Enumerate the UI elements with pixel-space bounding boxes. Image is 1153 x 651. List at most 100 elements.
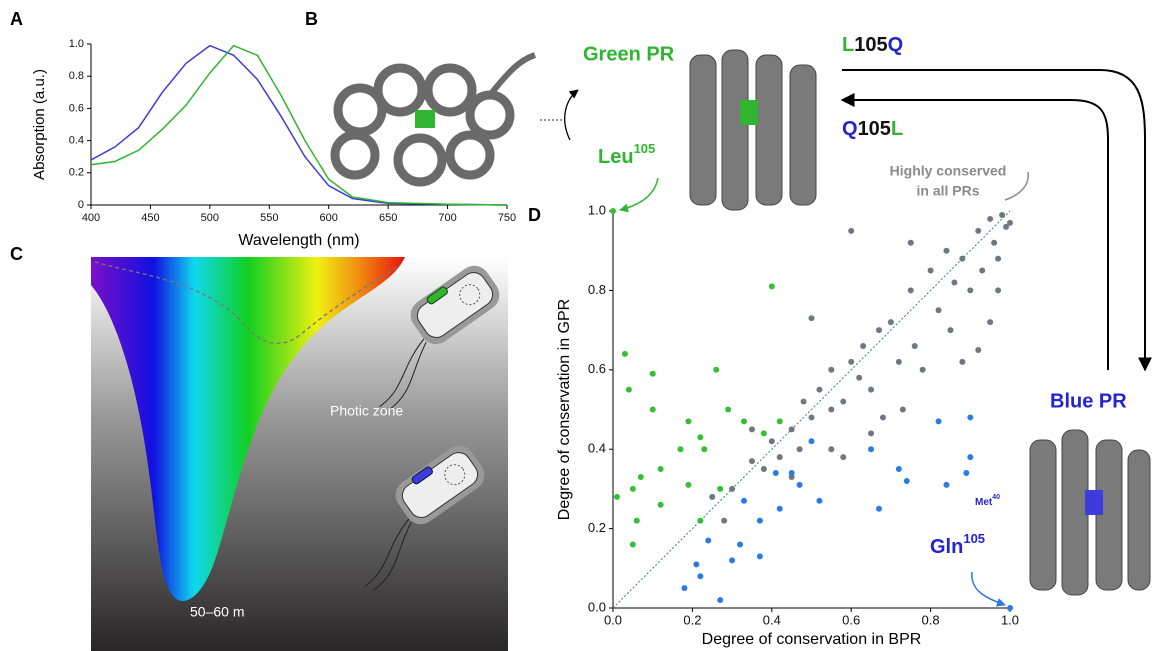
annotation: 50–60 m xyxy=(190,604,244,620)
point xyxy=(903,477,910,484)
position: 105 xyxy=(858,118,891,140)
point xyxy=(943,247,950,254)
y-axis-label: Degree of conservation in GPR xyxy=(556,299,573,520)
point xyxy=(975,227,982,234)
light-spectrum xyxy=(91,257,405,601)
residue: Leu xyxy=(598,146,634,168)
point xyxy=(840,398,847,405)
point xyxy=(967,454,974,461)
panel-label: A xyxy=(10,9,23,29)
point xyxy=(709,493,716,500)
point xyxy=(748,458,755,465)
y-tick-label: 0.0 xyxy=(588,599,606,614)
pointer xyxy=(619,177,659,213)
point xyxy=(768,438,775,445)
position: 105 xyxy=(854,34,887,56)
point xyxy=(907,287,914,294)
point xyxy=(756,517,763,524)
point xyxy=(693,561,700,568)
point xyxy=(995,255,1002,262)
point xyxy=(875,327,882,334)
point xyxy=(637,473,644,480)
point xyxy=(979,267,986,274)
point xyxy=(895,466,902,473)
mutation-label: L105Q xyxy=(842,34,903,56)
point xyxy=(987,319,994,326)
point xyxy=(760,430,767,437)
x-tick-label: 0.6 xyxy=(842,612,860,627)
y-tick-label: 1.0 xyxy=(588,202,606,217)
point xyxy=(935,307,942,314)
point xyxy=(705,537,712,544)
x-axis-label: Wavelength (nm) xyxy=(238,232,359,249)
point xyxy=(991,239,998,246)
point xyxy=(856,374,863,381)
point xyxy=(772,470,779,477)
point xyxy=(729,485,736,492)
point xyxy=(725,406,732,413)
x-tick-label: 0.2 xyxy=(683,612,701,627)
diagonal xyxy=(612,210,1011,609)
panel-label: C xyxy=(10,244,23,264)
point xyxy=(697,517,704,524)
point xyxy=(701,446,708,453)
point xyxy=(919,366,926,373)
point xyxy=(899,406,906,413)
line xyxy=(90,44,508,206)
bacterium xyxy=(364,445,485,591)
point xyxy=(895,358,902,365)
x-tick-label: 0.8 xyxy=(922,612,940,627)
point xyxy=(943,481,950,488)
point xyxy=(741,418,748,425)
point xyxy=(907,239,914,246)
point xyxy=(629,541,636,548)
x-tick-label: 650 xyxy=(379,212,397,224)
residue-label: Met40 xyxy=(975,494,1000,508)
point xyxy=(963,470,970,477)
superscript: 40 xyxy=(992,494,1000,501)
y-tick-label: 0.4 xyxy=(588,441,606,456)
point xyxy=(717,597,724,604)
point xyxy=(875,505,882,512)
point xyxy=(697,573,704,580)
y-tick-label: 0 xyxy=(78,199,84,211)
x-tick-label: 400 xyxy=(82,212,100,224)
point xyxy=(729,557,736,564)
point xyxy=(717,485,724,492)
point xyxy=(610,208,616,214)
point xyxy=(685,481,692,488)
x-tick-label: 0.4 xyxy=(763,612,781,627)
point xyxy=(788,426,795,433)
x-axis-label: Degree of conservation in BPR xyxy=(702,631,922,648)
point xyxy=(760,466,767,473)
point xyxy=(828,366,835,373)
point xyxy=(999,211,1006,218)
x-tick-label: 750 xyxy=(498,212,516,224)
point xyxy=(808,438,815,445)
residue-label: Leu105 xyxy=(598,141,655,168)
point xyxy=(959,358,966,365)
x-tick-label: 450 xyxy=(141,212,159,224)
point xyxy=(1007,219,1013,226)
point xyxy=(756,553,763,560)
y-tick-label: 1.0 xyxy=(69,38,84,50)
y-tick-label: 0.2 xyxy=(69,167,84,179)
point xyxy=(613,493,620,500)
annotation: Highly conserved xyxy=(890,163,1007,179)
residue-label: Gln105 xyxy=(930,531,985,558)
point xyxy=(951,279,958,286)
rotate-arrow xyxy=(564,89,579,141)
superscript: 105 xyxy=(634,141,656,156)
point xyxy=(621,350,628,357)
x-tick-label: 700 xyxy=(438,212,456,224)
point xyxy=(800,398,807,405)
pointer xyxy=(971,571,1006,607)
y-tick-label: 0.6 xyxy=(69,102,84,114)
panel-label: B xyxy=(305,9,318,29)
line xyxy=(90,44,508,206)
point xyxy=(633,517,640,524)
point xyxy=(796,481,803,488)
point xyxy=(967,287,974,294)
point xyxy=(808,315,815,322)
